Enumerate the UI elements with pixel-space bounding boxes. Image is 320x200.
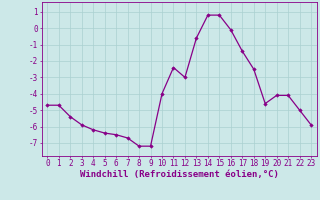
X-axis label: Windchill (Refroidissement éolien,°C): Windchill (Refroidissement éolien,°C) — [80, 170, 279, 179]
